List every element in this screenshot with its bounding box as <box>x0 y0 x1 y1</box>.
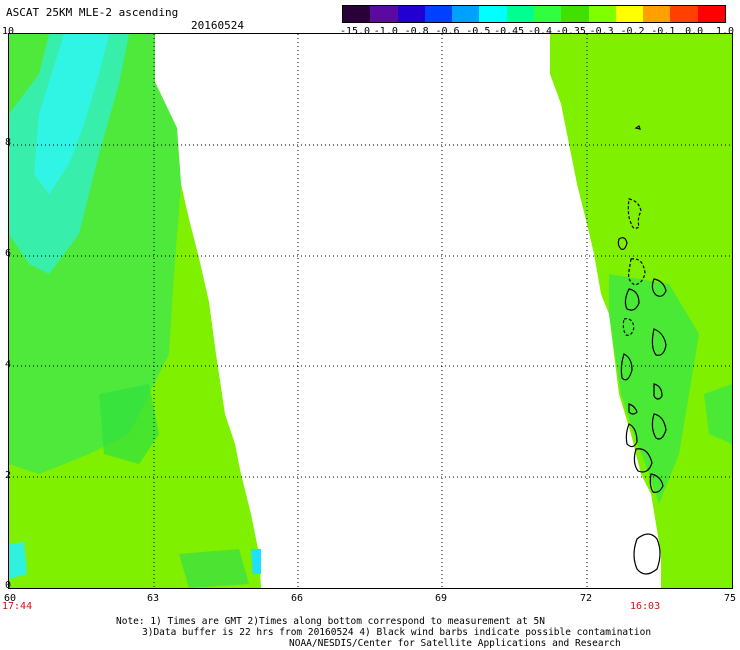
colorbar-label: -0.5 <box>466 26 491 37</box>
colorbar-segment <box>370 6 398 22</box>
x-tick-label: 72 <box>579 593 593 604</box>
left-swath-cyan-core <box>34 34 109 194</box>
colorbar-label: -0.4 <box>527 26 553 37</box>
colorbar-segment <box>479 6 507 22</box>
colorbar-label: -0.6 <box>435 26 460 37</box>
colorbar-segment <box>424 6 453 22</box>
colorbar-segment <box>506 6 534 22</box>
x-tick-label: 66 <box>290 593 304 604</box>
colorbar-label: 1.0 <box>715 26 735 37</box>
time-left-label: 17:44 <box>2 601 33 612</box>
y-tick-label: 0 <box>5 580 12 591</box>
colorbar-label: -1.0 <box>373 26 398 37</box>
right-swath-green-east <box>704 384 732 444</box>
colorbar-label: -0.2 <box>620 26 645 37</box>
colorbar-label: -0.45 <box>494 26 525 37</box>
colorbar-segment <box>697 6 725 22</box>
left-swath-green-spot <box>99 384 159 464</box>
x-tick-label: 63 <box>146 593 160 604</box>
colorbar-label: -15.0 <box>339 26 371 37</box>
y-tick-label: 6 <box>5 248 12 259</box>
colorbar <box>342 5 726 23</box>
y-tick-label: 2 <box>5 470 12 481</box>
colorbar-segment <box>452 6 480 22</box>
y-tick-label: 4 <box>5 359 12 370</box>
y-tick-label: 8 <box>5 137 12 148</box>
colorbar-segment <box>588 6 616 22</box>
colorbar-label: -0.1 <box>651 26 676 37</box>
x-tick-label: 75 <box>723 593 737 604</box>
x-tick-label: 60 <box>3 593 17 604</box>
colorbar-label: -0.8 <box>404 26 429 37</box>
colorbar-segment <box>615 6 644 22</box>
colorbar-label: -0.35 <box>555 26 586 37</box>
grid-lines <box>9 34 732 588</box>
y-tick-label: 10 <box>2 26 15 37</box>
note-line-1: Note: 1) Times are GMT 2)Times along bot… <box>116 616 545 627</box>
note-line-2: 3)Data buffer is 22 hrs from 20160524 4)… <box>142 627 652 638</box>
colorbar-segment <box>670 6 698 22</box>
left-swath-green-patch <box>179 549 249 588</box>
colorbar-segment <box>397 6 425 22</box>
island-outlines <box>617 125 667 575</box>
left-swath-cyan-spot <box>9 542 27 579</box>
colorbar-label: -0.3 <box>589 26 614 37</box>
x-tick-label: 69 <box>434 593 448 604</box>
product-title: ASCAT 25KM MLE-2 ascending <box>6 6 179 19</box>
colorbar-label: 0.0 <box>685 26 704 37</box>
map-svg <box>9 34 732 588</box>
map-panel <box>8 33 733 589</box>
colorbar-segment <box>561 6 589 22</box>
colorbar-segment <box>643 6 671 22</box>
note-line-3: NOAA/NESDIS/Center for Satellite Applica… <box>289 638 621 649</box>
time-right-label: 16:03 <box>630 601 661 612</box>
product-date: 20160524 <box>191 19 244 32</box>
left-swath-blue-spot <box>251 549 261 574</box>
colorbar-segment <box>343 6 371 22</box>
colorbar-segment <box>533 6 562 22</box>
